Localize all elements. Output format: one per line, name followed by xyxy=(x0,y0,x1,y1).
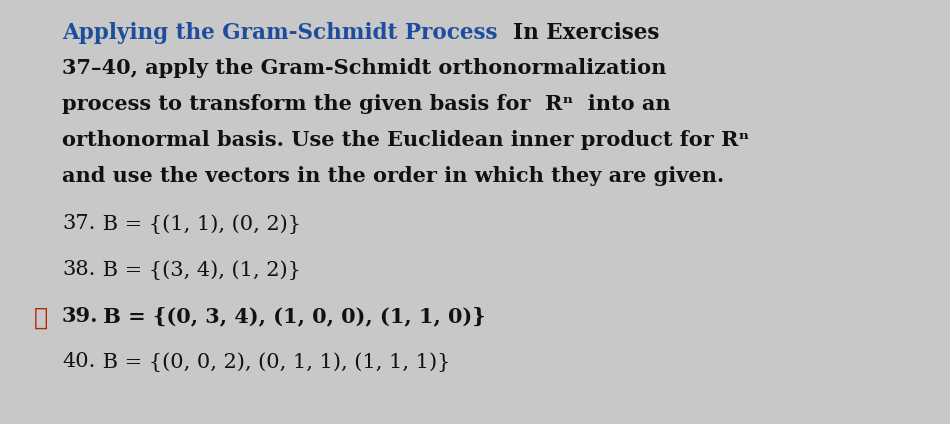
Text: 40.: 40. xyxy=(62,352,95,371)
Text: 37–40, apply the Gram-Schmidt orthonormalization: 37–40, apply the Gram-Schmidt orthonorma… xyxy=(62,58,666,78)
Text: In Exercises: In Exercises xyxy=(498,22,659,44)
Text: B = {(0, 3, 4), (1, 0, 0), (1, 1, 0)}: B = {(0, 3, 4), (1, 0, 0), (1, 1, 0)} xyxy=(96,306,485,326)
Text: B = {(3, 4), (1, 2)}: B = {(3, 4), (1, 2)} xyxy=(96,260,301,280)
Text: 39.: 39. xyxy=(62,306,99,326)
Text: and use the vectors in the order in which they are given.: and use the vectors in the order in whic… xyxy=(62,166,724,186)
Text: orthonormal basis. Use the Euclidean inner product for Rⁿ: orthonormal basis. Use the Euclidean inn… xyxy=(62,130,750,150)
Text: ✓: ✓ xyxy=(34,306,48,330)
Text: process to transform the given basis for  Rⁿ  into an: process to transform the given basis for… xyxy=(62,94,671,114)
Text: 38.: 38. xyxy=(62,260,95,279)
Text: 37.: 37. xyxy=(62,214,95,233)
Text: B = {(1, 1), (0, 2)}: B = {(1, 1), (0, 2)} xyxy=(96,214,301,234)
Text: B = {(0, 0, 2), (0, 1, 1), (1, 1, 1)}: B = {(0, 0, 2), (0, 1, 1), (1, 1, 1)} xyxy=(96,352,450,372)
Text: Applying the Gram-Schmidt Process: Applying the Gram-Schmidt Process xyxy=(62,22,498,44)
